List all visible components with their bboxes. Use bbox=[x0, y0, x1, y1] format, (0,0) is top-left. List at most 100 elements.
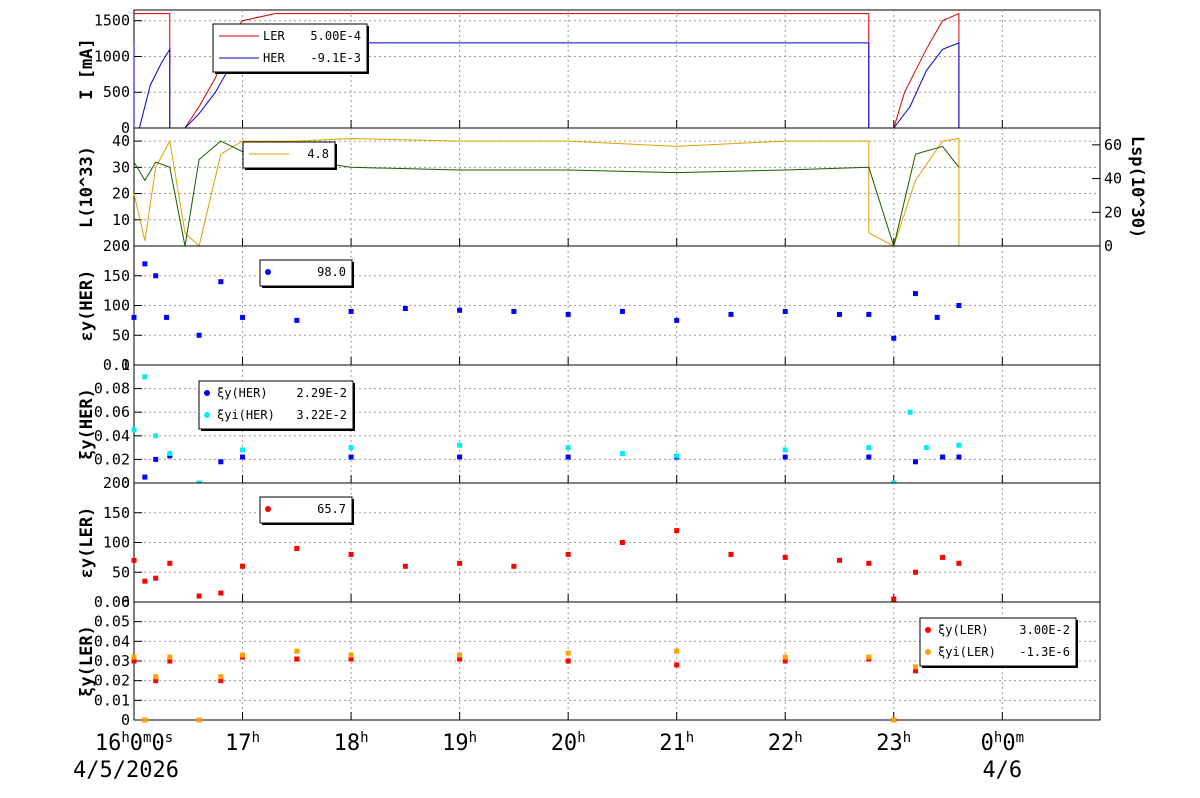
legend-box bbox=[212, 23, 368, 73]
legend: ξy(HER) 2.29E-2 ξyi(HER) 3.22E-2 bbox=[198, 380, 355, 431]
y-tick-label: 0 bbox=[121, 237, 130, 255]
data-point bbox=[511, 308, 517, 314]
data-point bbox=[619, 308, 625, 314]
data-point bbox=[348, 445, 354, 451]
data-point bbox=[218, 678, 224, 684]
legend-swatch bbox=[204, 390, 210, 396]
y-axis-label: εy(HER) bbox=[77, 270, 97, 342]
legend-label: ξyi(LER) bbox=[938, 645, 996, 659]
data-point bbox=[565, 311, 571, 317]
legend-swatch bbox=[925, 627, 931, 633]
data-point bbox=[153, 678, 159, 684]
data-point bbox=[782, 447, 788, 453]
y-axis-label: ξy(HER) bbox=[77, 388, 97, 460]
legend: 4.8 bbox=[242, 141, 337, 170]
legend-value: 98.0 bbox=[317, 265, 346, 279]
data-point bbox=[728, 551, 734, 557]
data-point bbox=[218, 674, 224, 680]
y-tick-label: 500 bbox=[103, 83, 130, 101]
y-tick-label: 0.08 bbox=[94, 380, 130, 398]
data-point bbox=[891, 335, 897, 341]
data-point bbox=[142, 717, 148, 723]
y-tick-label: 150 bbox=[103, 267, 130, 285]
legend-box bbox=[259, 259, 353, 287]
data-point bbox=[674, 317, 680, 323]
data-point bbox=[402, 563, 408, 569]
x-date-label: 4/6 bbox=[982, 758, 1022, 783]
data-point bbox=[294, 317, 300, 323]
data-point bbox=[167, 654, 173, 660]
data-point bbox=[348, 551, 354, 557]
data-point bbox=[866, 311, 872, 317]
data-point bbox=[940, 554, 946, 560]
data-point bbox=[457, 454, 463, 460]
data-point bbox=[240, 314, 246, 320]
panel-2: 0 10 20 30 40 L(10^33) 0 20 40 60 Lsp(10^30) 4.8 bbox=[77, 127, 1147, 255]
data-point bbox=[923, 445, 929, 451]
legend: LER 5.00E-4 HER -9.1E-3 bbox=[212, 23, 369, 74]
legend-swatch bbox=[925, 649, 931, 655]
legend: 98.0 bbox=[259, 259, 354, 288]
data-point bbox=[457, 652, 463, 658]
x-tick-label: 23h bbox=[876, 730, 911, 756]
y-tick-label: 50 bbox=[112, 326, 130, 344]
legend-label: ξy(HER) bbox=[217, 386, 268, 400]
legend-label: ξy(LER) bbox=[938, 623, 989, 637]
y2-tick-label: 40 bbox=[1104, 170, 1122, 188]
data-point bbox=[164, 314, 170, 320]
data-point bbox=[131, 654, 137, 660]
series-1 bbox=[131, 528, 962, 602]
data-point bbox=[240, 447, 246, 453]
data-point bbox=[934, 314, 940, 320]
y-tick-label: 150 bbox=[103, 504, 130, 522]
y-tick-label: 0 bbox=[121, 474, 130, 492]
y-tick-label: 200 bbox=[103, 474, 130, 492]
x-tick-label: 0h0m bbox=[981, 730, 1024, 756]
series-1 bbox=[131, 261, 962, 341]
legend-swatch bbox=[204, 412, 210, 418]
data-point bbox=[167, 560, 173, 566]
y-tick-label: 0.01 bbox=[94, 691, 130, 709]
data-point bbox=[782, 308, 788, 314]
data-point bbox=[153, 273, 159, 279]
x-tick-label: 19h bbox=[442, 730, 477, 756]
data-point bbox=[907, 409, 913, 415]
data-point bbox=[348, 656, 354, 662]
data-point bbox=[674, 662, 680, 668]
legend-value: 3.22E-2 bbox=[296, 408, 347, 422]
data-point bbox=[131, 314, 137, 320]
y-tick-label: 0 bbox=[121, 711, 130, 729]
data-point bbox=[674, 453, 680, 459]
legend: 65.7 bbox=[259, 496, 354, 525]
data-point bbox=[782, 554, 788, 560]
data-point bbox=[866, 445, 872, 451]
y-tick-label: 0.02 bbox=[94, 672, 130, 690]
data-point bbox=[131, 557, 137, 563]
data-point bbox=[565, 454, 571, 460]
y-tick-label: 0 bbox=[121, 593, 130, 611]
series-1 bbox=[133, 137, 960, 247]
data-point bbox=[912, 668, 918, 674]
data-point bbox=[891, 717, 897, 723]
legend-label: ξyi(HER) bbox=[217, 408, 275, 422]
data-point bbox=[674, 528, 680, 534]
data-point bbox=[142, 578, 148, 584]
data-point bbox=[153, 575, 159, 581]
panel-5: 0 50 100 150 200 εy(LER) 65.7 bbox=[77, 474, 1101, 611]
y-tick-label: 50 bbox=[112, 563, 130, 581]
legend-value: 5.00E-4 bbox=[310, 29, 361, 43]
legend-swatch bbox=[265, 506, 271, 512]
data-point bbox=[782, 658, 788, 664]
data-point bbox=[782, 654, 788, 660]
data-point bbox=[619, 451, 625, 456]
data-point bbox=[565, 658, 571, 664]
data-point bbox=[674, 648, 680, 654]
data-point bbox=[348, 308, 354, 314]
data-point bbox=[565, 445, 571, 451]
data-point bbox=[956, 303, 962, 308]
data-point bbox=[196, 593, 202, 599]
panel-1: 0 500 1000 1500 I [mA] LER 5.00E-4 HER -9.1E-3 bbox=[77, 9, 1101, 137]
data-point bbox=[565, 551, 571, 557]
